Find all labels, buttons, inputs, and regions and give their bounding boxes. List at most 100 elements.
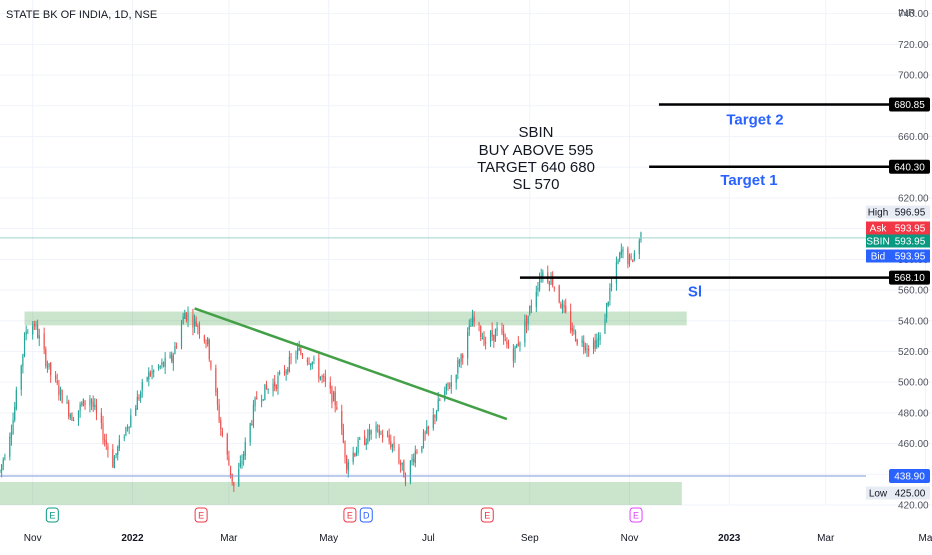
- candle-up: [161, 362, 163, 365]
- x-tick-label: May: [319, 533, 338, 544]
- price-labels: 680.85 640.30 568.10 438.90 High 596.95 Ask 593…: [866, 97, 930, 500]
- chart-title: STATE BK OF INDIA, 1D, NSE: [6, 9, 157, 21]
- candle-up: [38, 335, 40, 339]
- candle-down: [210, 361, 212, 368]
- candle-down: [354, 453, 356, 456]
- candle-down: [256, 397, 258, 399]
- candle-down: [398, 447, 400, 464]
- price-label-value-bg: [890, 221, 930, 235]
- x-tick-label: Nov: [24, 533, 42, 544]
- candle-down: [382, 434, 384, 438]
- event-marker-letter: E: [198, 511, 204, 521]
- candle-up: [239, 462, 241, 467]
- candle-up: [467, 331, 469, 359]
- candle-down: [403, 460, 405, 478]
- candle-up: [117, 447, 119, 455]
- candle-up: [285, 371, 287, 374]
- target-1-line-tag-text: 640.30: [894, 162, 925, 173]
- candle-up: [241, 461, 243, 464]
- y-tick-label: 460.00: [898, 439, 929, 450]
- candle-up: [367, 430, 369, 444]
- candle-down: [386, 435, 389, 437]
- candle-down: [503, 331, 505, 338]
- candle-down: [105, 440, 107, 445]
- candle-down: [198, 326, 201, 334]
- candle-up: [72, 419, 75, 421]
- candle-up: [123, 436, 125, 438]
- candle-up: [421, 446, 423, 452]
- candle-up: [597, 338, 600, 341]
- candle-up: [9, 436, 11, 457]
- candle-up: [296, 348, 299, 356]
- candle-up: [2, 459, 4, 465]
- candle-down: [221, 430, 223, 436]
- candle-up: [79, 404, 81, 411]
- candle-down: [413, 459, 415, 462]
- time-axis[interactable]: Nov 2022 Mar May Jul Sep Nov 2023 Mar Ma: [24, 533, 932, 544]
- candle-up: [130, 415, 132, 427]
- candle-up: [94, 404, 96, 407]
- candle-down: [54, 375, 57, 379]
- candle-up: [159, 366, 161, 368]
- candle-up: [481, 337, 483, 340]
- candle-down: [560, 303, 562, 309]
- target-1-line-tag: [889, 159, 930, 174]
- price-label-value-bg: [890, 249, 930, 263]
- candle-up: [310, 363, 312, 366]
- candle-down: [627, 248, 629, 264]
- candle-up: [14, 407, 16, 421]
- event-marker-letter: E: [347, 511, 353, 521]
- candle-up: [66, 401, 68, 404]
- candle-up: [457, 360, 459, 374]
- x-tick-label: Nov: [621, 533, 639, 544]
- candle-up: [32, 326, 34, 335]
- candle-down: [195, 321, 197, 327]
- candle-up: [527, 315, 529, 324]
- candle-up: [628, 254, 631, 265]
- support-zone: [0, 481, 682, 505]
- candle-up: [46, 365, 49, 368]
- target-2-line-tag-text: 680.85: [894, 100, 925, 111]
- candle-up: [391, 444, 394, 447]
- candle-up: [638, 240, 640, 255]
- candle-down: [570, 311, 572, 330]
- candle-down: [483, 336, 485, 345]
- candle-up: [35, 324, 37, 327]
- event-marker: [343, 507, 357, 523]
- x-tick-label: 2022: [121, 533, 144, 544]
- candle-up: [262, 399, 264, 401]
- y-tick-label: 720.00: [898, 40, 929, 51]
- candle-up: [615, 262, 618, 284]
- candle-down: [318, 358, 320, 379]
- candle-up: [496, 327, 498, 331]
- y-tick-label: 740.00: [898, 9, 929, 20]
- candle-up: [640, 232, 642, 241]
- candle-down: [126, 427, 129, 429]
- candle-down: [226, 434, 228, 455]
- candle-down: [306, 359, 308, 362]
- candle-up: [550, 276, 552, 285]
- candle-up: [437, 399, 439, 412]
- low-label-bg: [866, 486, 930, 500]
- candle-up: [542, 272, 544, 277]
- candle-down: [58, 385, 60, 396]
- x-tick-label: Sep: [521, 533, 539, 544]
- candle-up: [207, 337, 209, 344]
- candle-up: [617, 260, 619, 264]
- candle-down: [341, 410, 343, 429]
- candle-up: [69, 414, 71, 418]
- candle-up: [586, 348, 588, 351]
- event-marker-letter: E: [49, 511, 55, 521]
- candle-up: [311, 361, 313, 365]
- candle-up: [174, 346, 176, 354]
- candle-up: [135, 407, 137, 416]
- candle-down: [491, 329, 493, 337]
- candle-up: [380, 432, 382, 434]
- candle-down: [208, 339, 210, 360]
- candle-down: [364, 436, 366, 445]
- candle-up: [20, 365, 22, 390]
- candle-up: [172, 355, 174, 364]
- candle-down: [630, 256, 632, 258]
- candle-up: [470, 325, 472, 327]
